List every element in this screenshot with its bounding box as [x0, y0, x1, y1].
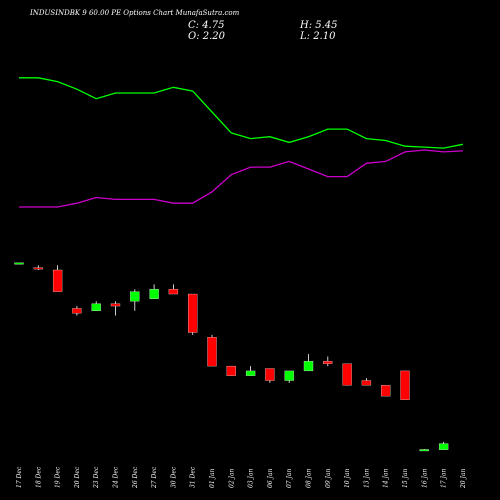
candle-up [14, 262, 24, 265]
x-tick-label: 03 Jan [248, 468, 255, 488]
indicator-line-bottom [19, 149, 463, 208]
x-tick-label: 14 Jan [383, 468, 390, 488]
x-tick-label: 02 Jan [228, 468, 235, 488]
candle-down [72, 308, 82, 314]
x-tick-label: 18 Dec [35, 466, 42, 488]
candle-down [168, 289, 179, 295]
candle-up [149, 289, 159, 299]
low-value: L: 2.10 [300, 31, 336, 42]
x-tick-label: 26 Dec [132, 466, 139, 489]
x-tick-label: 10 Jan [344, 468, 351, 488]
candle-down [265, 368, 275, 381]
x-tick-label: 15 Jan [402, 468, 409, 488]
candle-down [33, 267, 43, 270]
chart-title: INDUSINDBK 9 60.00 PE Options Chart Muna… [30, 9, 240, 17]
x-tick-label: 07 Jan [286, 468, 293, 488]
candle-down [226, 365, 236, 376]
x-tick-label: 23 Dec [93, 466, 100, 489]
candle-up [245, 370, 256, 376]
x-tick-label: 13 Jan [363, 468, 370, 488]
candle-up [303, 361, 314, 372]
x-tick-label: 20 Dec [74, 466, 81, 489]
candle-down [188, 293, 198, 333]
x-tick-label: 01 Jan [209, 468, 216, 488]
candle-down [207, 337, 217, 367]
x-tick-label: 24 Dec [113, 466, 120, 489]
candle-up [438, 443, 449, 450]
candle-down [361, 380, 372, 386]
x-tick-label: 31 Dec [190, 466, 197, 488]
candle-down [342, 363, 352, 386]
high-value: H: 5.45 [300, 20, 338, 31]
x-tick-label: 08 Jan [306, 468, 313, 488]
candle-down [400, 370, 410, 400]
close-value: C: 4.75 [188, 20, 225, 31]
candle-down [52, 269, 63, 292]
candle-down [110, 303, 121, 307]
x-tick-label: 06 Jan [267, 468, 274, 488]
x-tick-label: 17 Dec [16, 466, 23, 488]
candle-down [381, 385, 391, 397]
x-tick-label: 16 Jan [421, 468, 428, 488]
x-tick-label: 19 Dec [55, 466, 62, 488]
x-tick-label: 20 Jan [460, 468, 467, 489]
candle-up [419, 449, 429, 452]
x-tick-label: 17 Jan [441, 468, 448, 488]
open-value: O: 2.20 [188, 31, 226, 42]
x-tick-label: 30 Dec [170, 466, 177, 488]
candle-up [130, 291, 140, 302]
indicator-line-top [19, 77, 464, 149]
x-tick-label: 27 Dec [151, 466, 158, 489]
candle-down [323, 361, 333, 364]
x-tick-label: 09 Jan [325, 468, 332, 488]
candle-up [284, 370, 294, 381]
candle-up [91, 303, 101, 312]
